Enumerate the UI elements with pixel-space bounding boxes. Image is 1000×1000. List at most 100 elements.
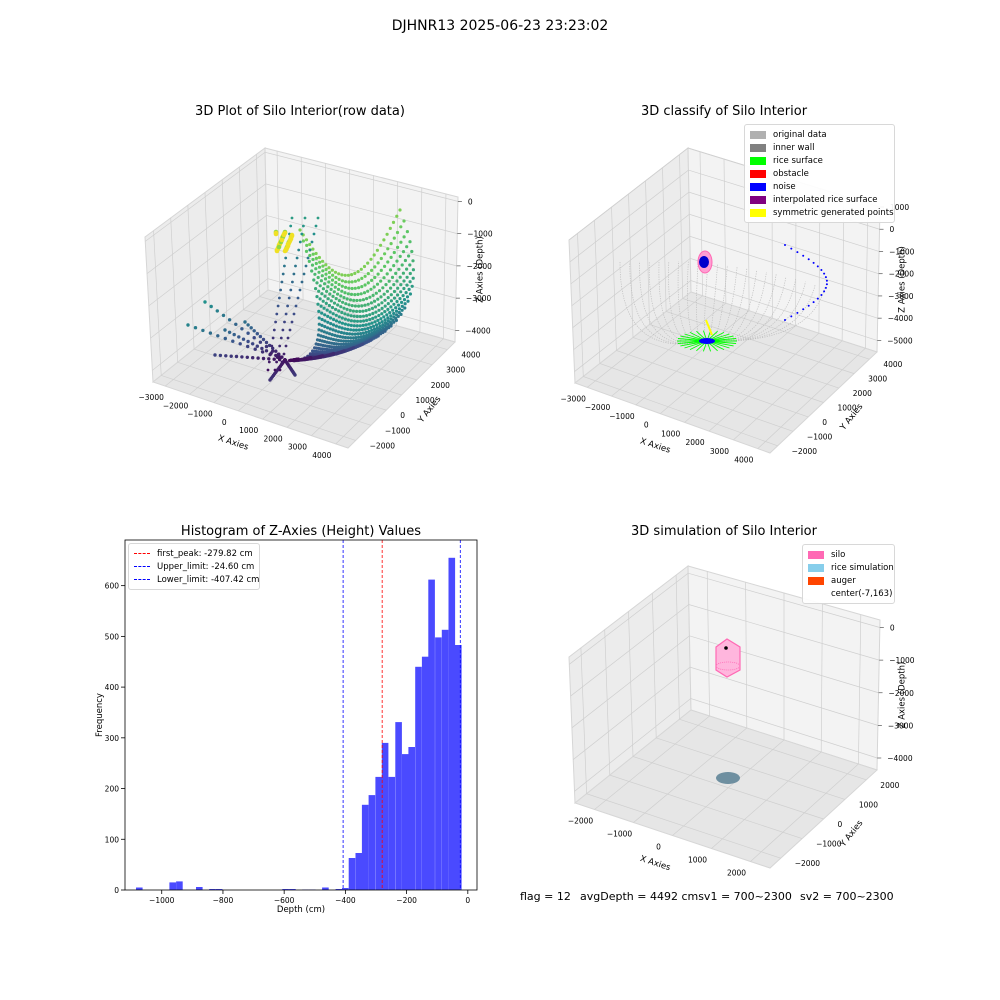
data-point xyxy=(366,272,370,276)
data-point xyxy=(290,320,294,324)
data-point xyxy=(241,337,246,341)
data-point xyxy=(292,272,296,276)
data-point xyxy=(383,298,387,302)
data-point xyxy=(245,355,249,359)
data-point xyxy=(332,342,336,346)
data-point xyxy=(377,303,381,307)
data-point xyxy=(400,263,404,267)
data-point xyxy=(273,231,279,237)
data-point xyxy=(361,331,365,335)
data-point xyxy=(272,357,276,361)
data-point xyxy=(373,299,377,303)
data-point xyxy=(361,342,365,346)
data-point xyxy=(374,310,378,314)
data-point xyxy=(343,335,347,340)
data-point xyxy=(327,341,331,345)
grid-line-x xyxy=(586,151,703,388)
legend-swatch xyxy=(808,576,824,585)
histogram-bar xyxy=(402,754,409,890)
data-point xyxy=(279,237,285,243)
data-point xyxy=(301,239,305,243)
data-point xyxy=(286,336,290,340)
data-point xyxy=(333,285,337,289)
data-point xyxy=(348,298,353,302)
data-point xyxy=(328,292,332,296)
data-point xyxy=(342,339,346,343)
data-point xyxy=(297,248,301,252)
data-point xyxy=(391,308,395,312)
original-data-trace xyxy=(706,284,816,342)
data-point xyxy=(240,327,244,331)
z-tick-label: −3000 xyxy=(888,292,914,301)
data-point xyxy=(331,323,336,327)
data-point xyxy=(336,287,341,291)
grid-line-z xyxy=(150,246,456,339)
legend-entry-upper-limit: Upper_limit: -24.60 cm xyxy=(134,560,254,573)
data-point xyxy=(331,337,336,342)
data-point xyxy=(252,336,256,340)
data-point xyxy=(383,304,387,308)
noise-point xyxy=(816,265,819,268)
data-point xyxy=(373,275,377,280)
data-point xyxy=(372,285,376,289)
panel1-3d-plot: −3000−2000−100001000200030004000−2000−10… xyxy=(139,147,493,460)
data-point xyxy=(362,264,367,269)
y-tick-label: 600 xyxy=(105,582,120,591)
data-point xyxy=(382,292,386,296)
legend-label: original data xyxy=(773,129,827,140)
grid-line-y xyxy=(187,205,387,411)
data-point xyxy=(364,323,368,327)
data-point xyxy=(332,290,336,294)
noise-point xyxy=(812,261,815,264)
grid-line-y xyxy=(204,192,402,396)
data-point xyxy=(311,252,315,256)
data-point xyxy=(366,289,370,293)
data-point xyxy=(267,360,271,364)
data-point xyxy=(337,299,341,303)
data-point xyxy=(311,247,315,251)
grid-line-x xyxy=(672,593,785,836)
data-point xyxy=(267,357,271,361)
data-point xyxy=(405,230,409,234)
noise-point xyxy=(796,311,799,314)
data-point xyxy=(276,352,280,356)
data-point xyxy=(300,280,304,284)
data-point xyxy=(368,313,372,317)
data-point xyxy=(397,267,401,271)
histogram-bar xyxy=(209,889,216,890)
data-point xyxy=(344,342,348,346)
data-point xyxy=(344,302,348,306)
data-point xyxy=(357,335,361,339)
data-point xyxy=(223,336,227,341)
legend-swatch xyxy=(750,156,766,165)
data-point xyxy=(330,283,334,287)
histogram-bar xyxy=(421,656,429,890)
data-point xyxy=(325,331,329,335)
grid-line-y xyxy=(580,647,781,859)
data-point xyxy=(334,324,338,328)
grid-line-y xyxy=(594,220,794,432)
x-tick-label: −1000 xyxy=(609,412,635,421)
data-point xyxy=(374,291,378,295)
data-point xyxy=(373,320,377,324)
data-point xyxy=(271,346,275,350)
data-point xyxy=(269,352,272,356)
data-point xyxy=(343,312,347,316)
data-point xyxy=(346,327,350,331)
data-point xyxy=(356,292,360,296)
data-point xyxy=(348,332,352,336)
y-tick-label: 1000 xyxy=(859,800,878,809)
data-point xyxy=(279,288,282,292)
data-point xyxy=(351,336,355,340)
data-point xyxy=(278,368,282,372)
data-point xyxy=(394,318,398,322)
data-point xyxy=(392,250,396,255)
data-point xyxy=(319,304,323,308)
data-point xyxy=(337,315,341,319)
grid-line-x xyxy=(733,195,845,441)
data-point xyxy=(382,315,386,319)
x-tick-label: −3000 xyxy=(139,393,165,402)
legend-swatch xyxy=(808,550,824,559)
center-marker xyxy=(724,646,728,650)
noise-point xyxy=(807,258,810,261)
